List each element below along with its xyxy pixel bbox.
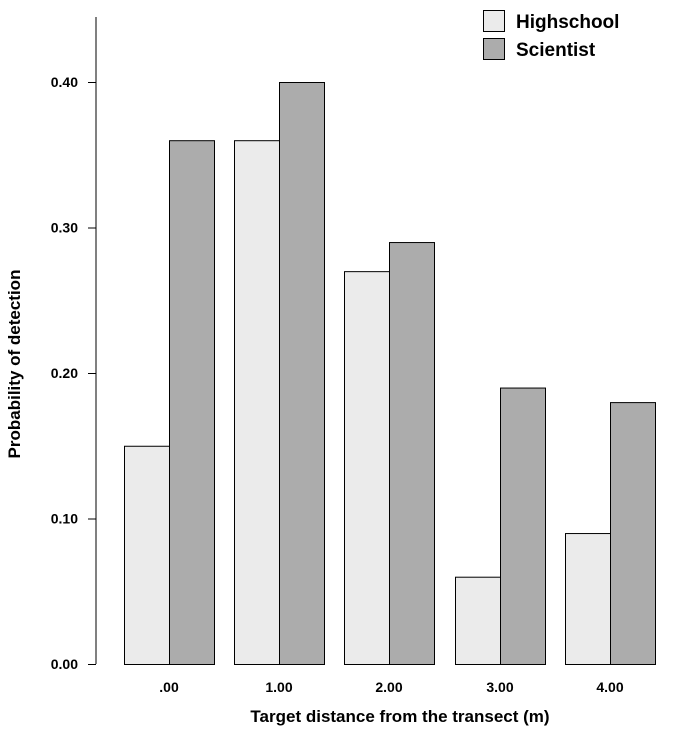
y-tick-label: 0.40 <box>51 74 78 90</box>
bar-scientist-0 <box>169 140 215 665</box>
bar-highschool-0 <box>124 445 170 665</box>
y-axis-ticks: 0.00 0.10 0.20 0.30 0.40 <box>51 74 96 672</box>
legend-label-highschool: Highschool <box>516 12 619 33</box>
x-axis-title: Target distance from the transect (m) <box>250 707 549 726</box>
y-tick-label: 0.30 <box>51 220 78 236</box>
y-tick-label: 0.10 <box>51 511 78 527</box>
bar-scientist-2 <box>389 242 435 666</box>
bar-highschool-3 <box>455 576 501 666</box>
legend: Highschool Scientist <box>483 10 619 61</box>
legend-swatch-highschool <box>483 10 505 32</box>
bar-scientist-1 <box>279 82 325 665</box>
x-tick-label: 4.00 <box>596 679 623 695</box>
bar-scientist-3 <box>500 387 546 665</box>
x-tick-label: 3.00 <box>486 679 513 695</box>
y-tick-label: 0.20 <box>51 365 78 381</box>
legend-swatch-scientist <box>483 38 505 60</box>
bars-layer <box>124 82 656 666</box>
bar-highschool-1 <box>234 140 280 665</box>
y-tick-label: 0.00 <box>51 656 78 672</box>
x-tick-label: 1.00 <box>265 679 292 695</box>
legend-label-scientist: Scientist <box>516 40 596 61</box>
bar-scientist-4 <box>610 402 656 665</box>
x-axis-tick-labels: .00 1.00 2.00 3.00 4.00 <box>159 679 624 695</box>
x-tick-label: 2.00 <box>375 679 402 695</box>
bar-highschool-2 <box>344 271 390 665</box>
x-tick-label: .00 <box>159 679 179 695</box>
bar-highschool-4 <box>565 533 611 665</box>
y-axis-title: Probability of detection <box>5 270 24 459</box>
